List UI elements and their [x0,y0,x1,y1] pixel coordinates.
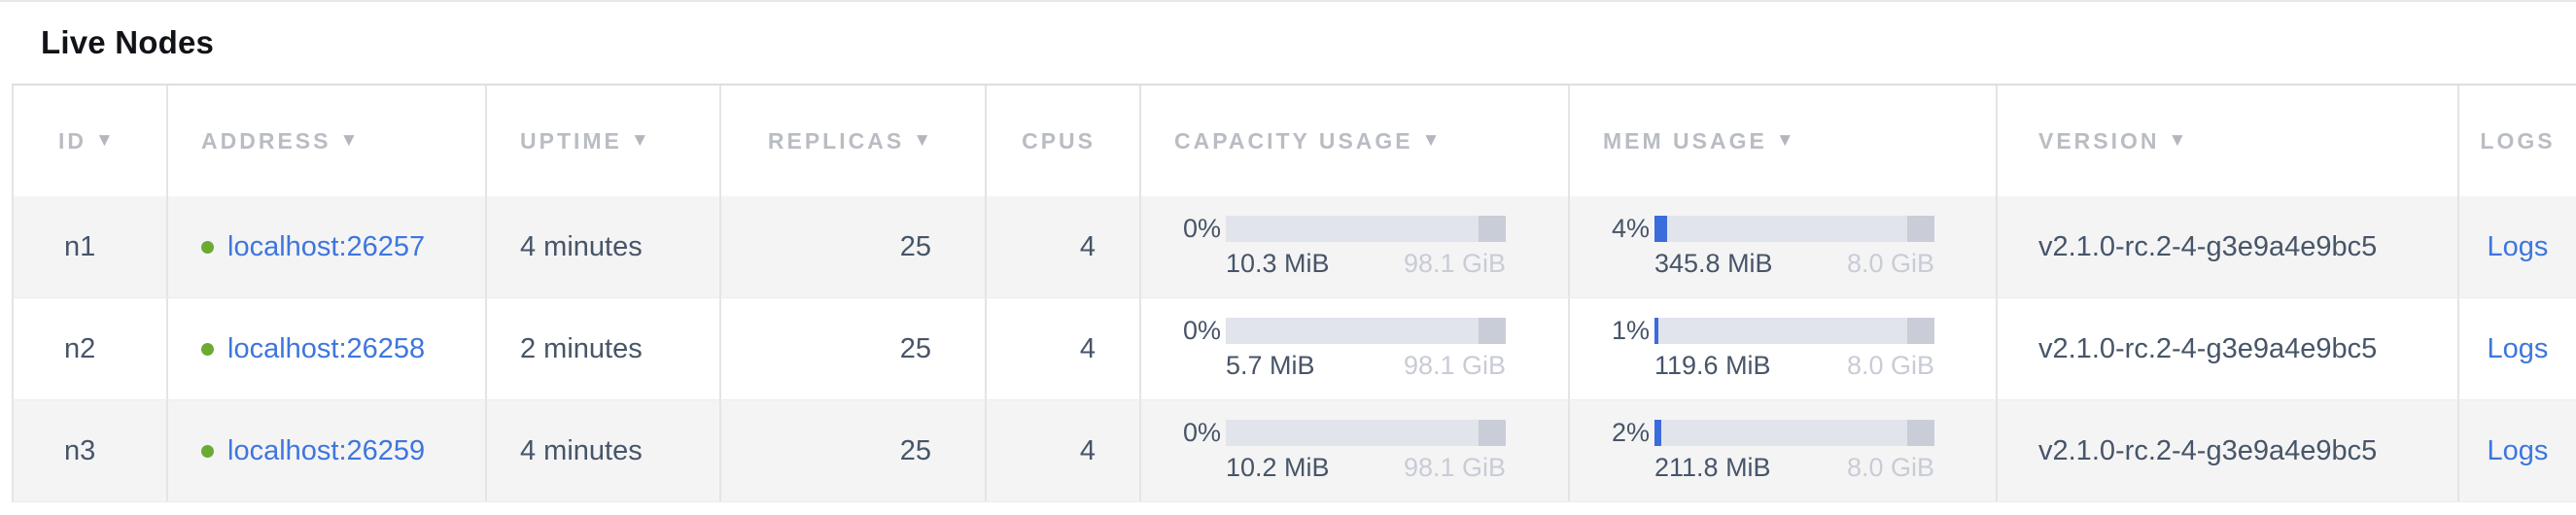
capacity-total-value: 98.1 GiB [1403,350,1506,380]
node-uptime-cell: 2 minutes [485,298,719,399]
node-logs-cell: Logs [2457,298,2576,399]
mem-total-value: 8.0 GiB [1846,248,1934,278]
capacity-used-value: 10.3 MiB [1226,248,1330,278]
node-version-cell: v2.1.0-rc.2-4-g3e9a4e9bc5 [1996,196,2457,297]
capacity-percent-label: 0% [1182,417,1221,447]
page-title: Live Nodes [41,24,215,60]
capacity-usage-bar [1226,215,1506,242]
mem-total-value: 8.0 GiB [1846,350,1934,380]
live-nodes-table: ID ▼ ADDRESS ▼ UPTIME ▼ REPLICAS ▼ CPUS … [12,84,2576,502]
table-row: n1 localhost:26257 4 minutes 25 4 0% 10.… [12,196,2576,298]
node-uptime-cell: 4 minutes [485,196,719,297]
node-replicas-cell: 25 [719,400,985,501]
sort-arrow-icon[interactable]: ▼ [339,130,359,151]
mem-used-value: 345.8 MiB [1654,248,1773,278]
node-id-cell: n2 [12,298,166,399]
node-live-status-icon [201,444,214,458]
node-replicas-cell: 25 [719,298,985,399]
node-id-cell: n1 [12,196,166,297]
column-header-address[interactable]: ADDRESS ▼ [166,86,485,196]
node-address-link[interactable]: localhost:26258 [227,332,426,364]
mem-bar-fill [1654,419,1662,446]
mem-used-value: 211.8 MiB [1654,452,1771,482]
capacity-used-value: 5.7 MiB [1226,350,1315,380]
column-header-cpus: CPUS [985,86,1139,196]
mem-usage-cell: 2% 211.8 MiB 8.0 GiB [1568,400,1996,501]
node-id-cell: n3 [12,400,166,501]
column-header-version[interactable]: VERSION ▼ [1996,86,2457,196]
sort-arrow-icon[interactable]: ▼ [2168,130,2187,151]
node-version-cell: v2.1.0-rc.2-4-g3e9a4e9bc5 [1996,298,2457,399]
mem-usage-bar [1654,215,1934,242]
table-row: n2 localhost:26258 2 minutes 25 4 0% 5.7… [12,298,2576,400]
node-live-status-icon [201,342,214,356]
capacity-percent-label: 0% [1182,213,1221,243]
bar-endcap [1907,419,1934,446]
sort-arrow-icon[interactable]: ▼ [1421,130,1441,151]
sort-arrow-icon[interactable]: ▼ [1775,130,1794,151]
bar-endcap [1479,419,1506,446]
sort-arrow-icon[interactable]: ▼ [95,130,114,151]
node-address-cell: localhost:26258 [166,298,485,399]
table-row: n3 localhost:26259 4 minutes 25 4 0% 10.… [12,400,2576,502]
capacity-usage-cell: 0% 10.3 MiB 98.1 GiB [1139,196,1568,297]
capacity-usage-cell: 0% 10.2 MiB 98.1 GiB [1139,400,1568,501]
mem-usage-cell: 1% 119.6 MiB 8.0 GiB [1568,298,1996,399]
capacity-usage-cell: 0% 5.7 MiB 98.1 GiB [1139,298,1568,399]
column-header-replicas[interactable]: REPLICAS ▼ [719,86,985,196]
sort-arrow-icon[interactable]: ▼ [913,130,931,151]
mem-usage-bar [1654,419,1934,446]
node-address-link[interactable]: localhost:26259 [227,434,426,466]
mem-percent-label: 4% [1611,213,1650,243]
mem-usage-bar [1654,317,1934,344]
logs-link[interactable]: Logs [2487,230,2549,262]
node-logs-cell: Logs [2457,400,2576,501]
bar-endcap [1907,215,1934,242]
node-version-cell: v2.1.0-rc.2-4-g3e9a4e9bc5 [1996,400,2457,501]
logs-link[interactable]: Logs [2487,434,2549,466]
logs-link[interactable]: Logs [2487,332,2549,364]
table-header-row: ID ▼ ADDRESS ▼ UPTIME ▼ REPLICAS ▼ CPUS … [12,86,2576,196]
column-header-mem-usage[interactable]: MEM USAGE ▼ [1568,86,1996,196]
column-header-capacity-usage[interactable]: CAPACITY USAGE ▼ [1139,86,1568,196]
node-logs-cell: Logs [2457,196,2576,297]
mem-bar-fill [1654,317,1659,344]
node-live-status-icon [201,240,214,254]
bar-endcap [1907,317,1934,344]
node-address-link[interactable]: localhost:26257 [227,230,426,262]
mem-usage-cell: 4% 345.8 MiB 8.0 GiB [1568,196,1996,297]
mem-percent-label: 2% [1611,417,1650,447]
node-cpus-cell: 4 [985,298,1139,399]
node-address-cell: localhost:26257 [166,196,485,297]
capacity-used-value: 10.2 MiB [1226,452,1330,482]
node-replicas-cell: 25 [719,196,985,297]
column-header-id[interactable]: ID ▼ [12,86,166,196]
column-header-logs: LOGS [2457,86,2576,196]
capacity-percent-label: 0% [1182,315,1221,345]
capacity-total-value: 98.1 GiB [1403,452,1506,482]
panel-header: Live Nodes [0,2,2576,84]
capacity-usage-bar [1226,317,1506,344]
node-cpus-cell: 4 [985,400,1139,501]
bar-endcap [1479,215,1506,242]
capacity-usage-bar [1226,419,1506,446]
sort-arrow-icon[interactable]: ▼ [630,130,649,151]
mem-total-value: 8.0 GiB [1846,452,1934,482]
node-uptime-cell: 4 minutes [485,400,719,501]
mem-used-value: 119.6 MiB [1654,350,1771,380]
column-header-uptime[interactable]: UPTIME ▼ [485,86,719,196]
mem-bar-fill [1654,215,1667,242]
node-address-cell: localhost:26259 [166,400,485,501]
capacity-total-value: 98.1 GiB [1403,248,1506,278]
bar-endcap [1479,317,1506,344]
node-cpus-cell: 4 [985,196,1139,297]
mem-percent-label: 1% [1611,315,1650,345]
